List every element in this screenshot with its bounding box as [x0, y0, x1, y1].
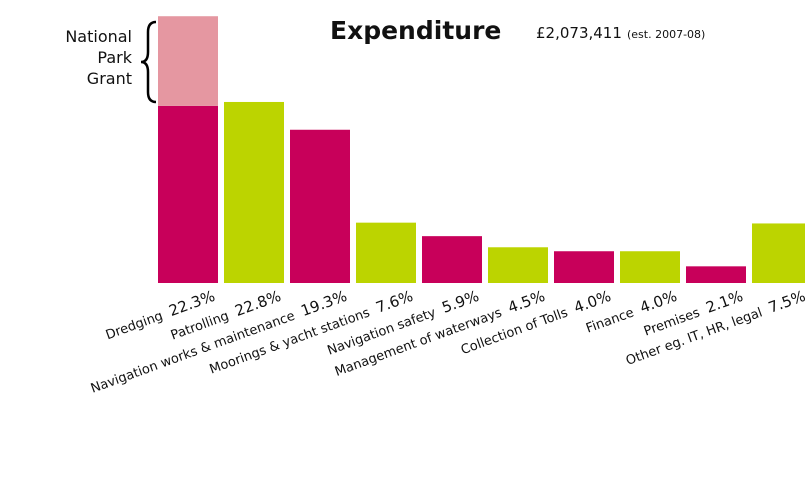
chart-subtitle: £2,073,411 — [536, 24, 622, 42]
value-label: 4.0% — [637, 287, 679, 317]
bar — [554, 251, 614, 283]
value-label: 5.9% — [439, 287, 481, 317]
value-label: 7.5% — [766, 287, 805, 317]
bar — [422, 236, 482, 283]
grant-label: National — [65, 27, 132, 46]
bar — [356, 222, 416, 283]
grant-label: Grant — [87, 69, 132, 88]
value-label: 4.5% — [505, 287, 547, 317]
chart-note: (est. 2007-08) — [627, 28, 705, 41]
grant-segment — [158, 16, 218, 106]
grant-label: Park — [97, 48, 132, 67]
category-label: Dredging22.3% — [103, 287, 218, 343]
bar — [620, 251, 680, 283]
bar — [224, 101, 284, 283]
bar — [290, 129, 350, 283]
bar — [488, 247, 548, 283]
value-label: 4.0% — [571, 287, 613, 317]
chart-title: Expenditure — [330, 16, 501, 45]
bar — [158, 105, 218, 283]
category-name: Dredging — [104, 309, 165, 344]
brace — [140, 20, 157, 104]
value-label: 7.6% — [373, 287, 415, 317]
bar — [752, 223, 805, 283]
bar — [686, 266, 746, 283]
